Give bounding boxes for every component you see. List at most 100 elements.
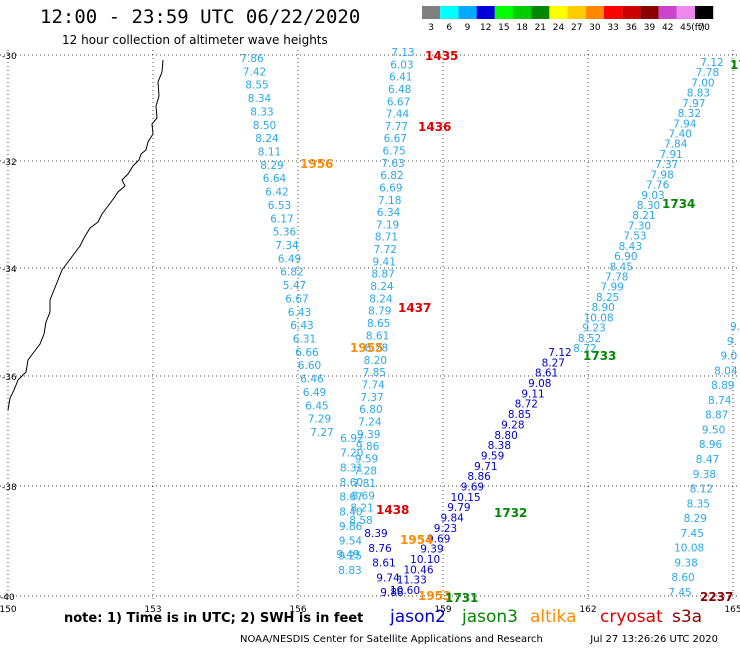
wave-height-value: 8.52 — [578, 333, 601, 345]
wave-height-value: 9.38 — [674, 557, 697, 569]
wave-height-value: 7.37 — [655, 159, 678, 171]
wave-height-value: 8.76 — [368, 543, 392, 555]
timestamp: Jul 27 13:26:26 UTC 2020 — [590, 634, 718, 645]
wave-height-value: 7.85 — [363, 367, 386, 379]
wave-height-value: 6.66 — [295, 347, 319, 359]
wave-height-value: 8.31 — [340, 462, 363, 474]
satellite-altika: altika — [530, 607, 577, 627]
wave-height-value: 9.59 — [355, 453, 378, 465]
wave-height-value: 7.94 — [673, 118, 697, 130]
wave-height-value: 8.25 — [596, 292, 619, 304]
legend-swatch — [494, 6, 513, 19]
wave-height-value: 6.49 — [303, 387, 326, 399]
wave-height-value: 5.47 — [283, 280, 306, 292]
wave-height-value: 10.46 — [403, 564, 433, 576]
pass-time-label: 1438 — [376, 503, 409, 517]
legend-swatch — [676, 6, 695, 19]
wave-height-value: 9.39 — [420, 544, 443, 556]
legend-swatch — [640, 6, 659, 19]
legend-unit: (ft) — [691, 23, 705, 33]
pass-time-label: 1731 — [445, 591, 478, 605]
wave-height-value: 8.79 — [368, 306, 391, 318]
legend-label: 36 — [626, 23, 638, 33]
wave-height-value: 9.08 — [528, 378, 551, 390]
wave-height-value: 8.50 — [253, 120, 276, 132]
wave-height-value: 9.49 — [336, 549, 359, 561]
page-title: 12:00 - 23:59 UTC 06/22/2020 — [40, 6, 361, 28]
legend-label: 33 — [607, 23, 618, 33]
wave-height-value: 7.84 — [664, 139, 688, 151]
wave-height-value: 8.90 — [591, 302, 614, 314]
wave-height-value: 8.29 — [260, 160, 283, 172]
wave-height-value: 8.67 — [339, 492, 362, 504]
wave-height-value: 7.97 — [682, 98, 705, 110]
legend-swatch — [585, 6, 604, 19]
legend-swatch — [476, 6, 495, 19]
legend-swatch — [458, 6, 477, 19]
legend-label: 12 — [480, 23, 491, 33]
wave-height-value: 6.42 — [265, 187, 288, 199]
pass-time-label: 1955 — [350, 341, 383, 355]
legend-swatch — [549, 6, 568, 19]
wave-height-value: 6.41 — [389, 72, 412, 84]
lat-tick-label: -30 — [2, 52, 17, 62]
wave-height-value: 7.30 — [628, 220, 651, 232]
wave-height-value: 6.49 — [278, 253, 301, 265]
color-legend: 3 6 9 12 15 18 21 24 27 30 33 36 39 42 45 70(ft) — [422, 6, 714, 33]
legend-label: 3 — [428, 23, 434, 33]
wave-height-value: 8.43 — [619, 241, 642, 253]
wave-height-value: 8.74 — [708, 395, 732, 407]
wave-height-value: 10.60 — [390, 585, 420, 597]
wave-height-value: 9.86 — [339, 521, 363, 533]
wave-height-value: 9.03 — [641, 190, 664, 202]
wave-height-value: 8.24 — [370, 281, 394, 293]
wave-height-value: 9.84 — [440, 513, 464, 525]
legend-label: 18 — [516, 23, 528, 33]
wave-height-value: 7.78 — [605, 272, 628, 284]
wave-height-value: 9.86 — [356, 441, 380, 453]
wave-height-value: 9.88 — [380, 587, 403, 599]
wave-height-value: 6.82 — [280, 267, 303, 279]
wave-height-value: 9.54 — [339, 536, 363, 548]
satellite-jason2: jason2 — [390, 607, 446, 627]
wave-height-value: 6.53 — [268, 200, 291, 212]
wave-height-value: 11.33 — [397, 575, 427, 587]
wave-height-value: 8.72 — [573, 343, 596, 355]
wave-height-value: 7.81 — [353, 478, 376, 490]
wave-height-value: 8.83 — [338, 565, 361, 577]
wave-height-value: 7.12 — [548, 347, 571, 359]
wave-height-value: 8.65 — [367, 318, 390, 330]
legend-swatch — [531, 6, 550, 19]
wave-height-value: 7.37 — [360, 392, 383, 404]
lon-tick-label: 150 — [0, 605, 17, 615]
legend-label: 24 — [553, 23, 565, 33]
wave-height-value: 10.08 — [584, 312, 614, 324]
wave-height-value: 8.34 — [248, 93, 272, 105]
wave-height-value: 8.30 — [637, 200, 660, 212]
wave-height-value: 8.96 — [699, 439, 723, 451]
legend-swatch — [567, 6, 586, 19]
wave-height-value: 8.69 — [352, 490, 375, 502]
wave-height-value: 7.74 — [361, 380, 385, 392]
wave-height-value: 7.63 — [381, 158, 404, 170]
lon-tick-label: 156 — [289, 605, 306, 615]
wave-height-value: 6.60 — [298, 360, 321, 372]
wave-height-value: 6.67 — [384, 133, 407, 145]
lon-tick-label: 153 — [144, 605, 161, 615]
wave-height-value: 8.24 — [369, 293, 393, 305]
wave-height-value: 7.78 — [696, 67, 719, 79]
wave-height-value: 8.71 — [375, 232, 398, 244]
wave-height-value: 8.04 — [714, 365, 738, 377]
wave-height-value: 8.40 — [339, 506, 362, 518]
pass-time-label: 17 — [730, 58, 740, 72]
wave-height-value: 8.29 — [684, 513, 707, 525]
wave-height-value: 6.03 — [390, 59, 413, 71]
wave-height-tracks: 7.867.428.558.348.338.508.248.118.296.64… — [240, 47, 740, 599]
legend-label: 21 — [535, 23, 546, 33]
pass-time-label: 1435 — [425, 49, 458, 63]
legend-swatch — [622, 6, 641, 19]
wave-height-value: 7.72 — [374, 244, 397, 256]
wave-height-value: 6.45 — [305, 400, 328, 412]
satellite-cryosat: cryosat — [600, 607, 663, 627]
